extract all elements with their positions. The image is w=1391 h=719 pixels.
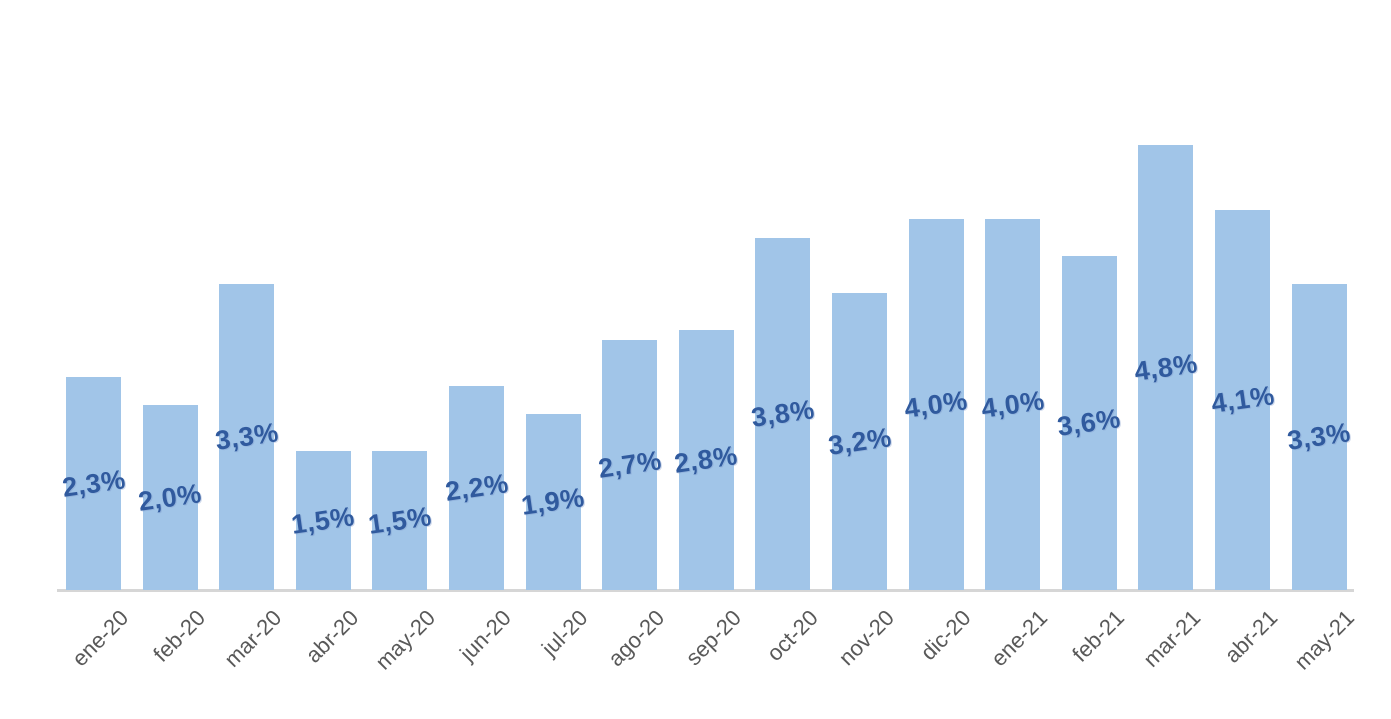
bar-ago-20 — [602, 340, 658, 590]
x-axis-tick-label: abr-20 — [300, 605, 363, 668]
bar-may-21 — [1291, 284, 1347, 590]
bar-feb-21 — [1061, 256, 1117, 590]
bar-jul-20 — [525, 414, 581, 590]
x-axis-tick-label: feb-21 — [1067, 605, 1129, 667]
x-axis-tick-label: mar-21 — [1138, 605, 1206, 672]
bar-abr-21 — [1215, 210, 1270, 590]
x-axis-tick-label: may-20 — [370, 605, 440, 675]
bar-feb-20 — [142, 405, 198, 590]
x-axis-tick-label: abr-21 — [1219, 605, 1283, 668]
bar-nov-20 — [832, 293, 887, 590]
x-axis-tick-label: sep-20 — [680, 605, 746, 671]
bar-sep-20 — [678, 330, 734, 590]
bar-oct-20 — [755, 238, 811, 590]
x-axis-tick-label: feb-20 — [147, 605, 210, 667]
bar-abr-20 — [295, 451, 351, 590]
bar-jun-20 — [449, 386, 504, 590]
x-axis-tick-label: ago-20 — [603, 605, 670, 672]
bar-mar-20 — [219, 284, 275, 590]
bar-ene-20 — [66, 377, 121, 590]
x-axis-tick-label: oct-20 — [761, 605, 823, 666]
x-axis-tick-label: ene-21 — [986, 605, 1053, 672]
bar-mar-21 — [1138, 145, 1194, 590]
x-axis-tick-label: mar-20 — [219, 605, 287, 672]
bar-may-20 — [372, 451, 428, 590]
bar-ene-21 — [985, 219, 1041, 590]
x-axis-tick-label: dic-20 — [915, 605, 976, 666]
x-axis-tick-label: nov-20 — [833, 605, 900, 671]
x-axis-tick-label: jul-20 — [537, 605, 593, 661]
x-axis-tick-label: jun-20 — [455, 605, 517, 666]
x-axis-line — [57, 589, 1354, 592]
x-axis-tick-label: may-21 — [1289, 605, 1359, 675]
x-axis-tick-label: ene-20 — [67, 605, 134, 672]
bar-dic-20 — [908, 219, 964, 590]
